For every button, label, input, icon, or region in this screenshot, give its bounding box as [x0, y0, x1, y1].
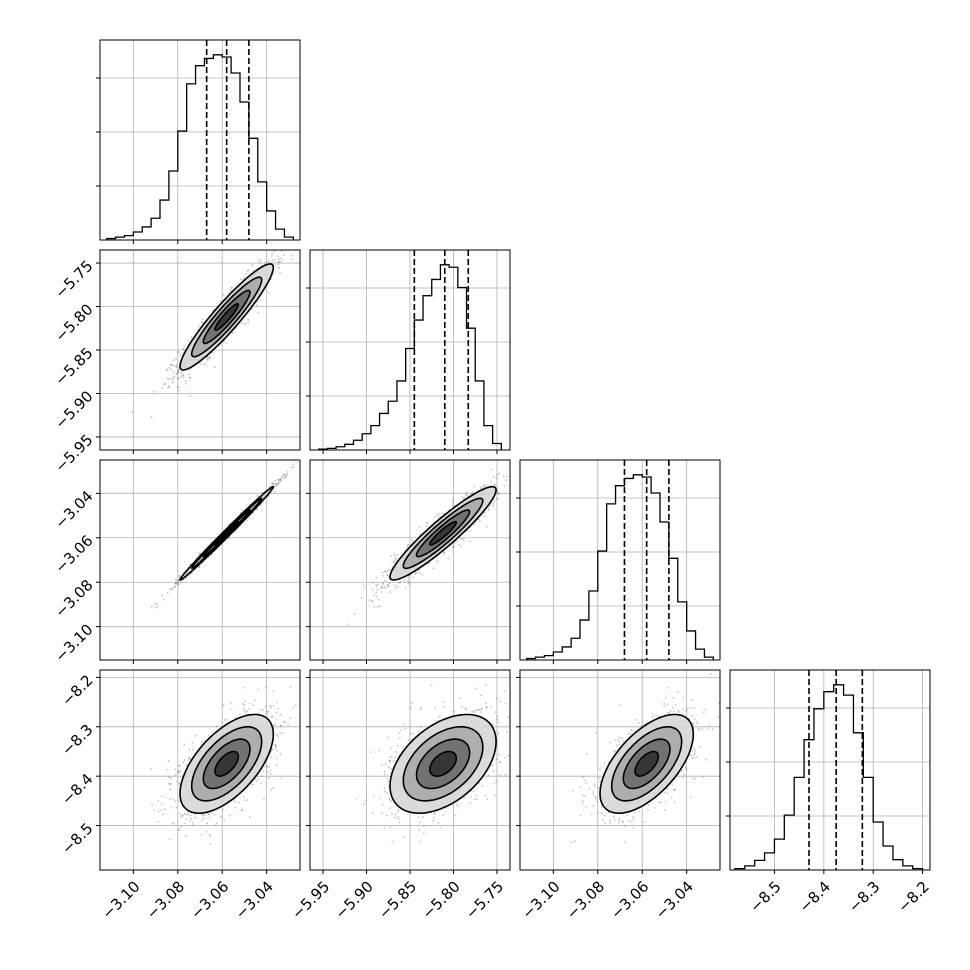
x-tick-label: −3.04 — [652, 878, 697, 923]
y-tick-label: −8.5 — [58, 819, 96, 857]
contour-line — [202, 289, 251, 345]
x-tick-label: −5.90 — [332, 878, 377, 923]
hist-panel — [516, 459, 721, 664]
contour-line — [214, 302, 240, 331]
histogram-step — [734, 684, 924, 870]
y-tick-label: −5.80 — [51, 300, 96, 345]
contour-line — [202, 509, 251, 558]
histogram-step — [106, 54, 294, 240]
contour-line — [634, 750, 660, 777]
x-tick-label: −5.75 — [462, 878, 507, 923]
x-tick-label: −8.2 — [894, 878, 932, 916]
hist-panel — [306, 249, 511, 454]
contour-line — [415, 738, 471, 790]
contour-line — [415, 509, 471, 558]
x-tick-label: −3.08 — [563, 878, 608, 923]
contour-line — [429, 750, 458, 777]
contour-line — [429, 520, 458, 546]
histogram-step — [526, 474, 714, 660]
y-tick-label: −8.4 — [58, 770, 96, 808]
density-fill — [215, 303, 239, 331]
panel-frame — [729, 669, 931, 871]
y-tick-label: −3.10 — [51, 620, 96, 665]
x-tick-label: −3.10 — [98, 878, 143, 923]
y-tick-label: −3.06 — [51, 532, 96, 577]
x-tick-label: −8.5 — [746, 878, 784, 916]
scatter-panel — [306, 459, 511, 664]
y-tick-label: −5.75 — [51, 257, 96, 302]
x-tick-label: −5.80 — [418, 878, 463, 923]
y-tick-label: −3.08 — [51, 576, 96, 621]
scatter-panel — [96, 459, 301, 664]
density-fill — [215, 751, 239, 777]
contour-line — [214, 750, 240, 777]
contour-line — [214, 520, 240, 546]
x-tick-label: −5.85 — [375, 878, 420, 923]
y-tick-label: −5.90 — [51, 387, 96, 432]
panel-frame — [99, 669, 301, 871]
y-tick-label: −5.85 — [51, 344, 96, 389]
contour-line — [389, 485, 497, 581]
y-tick-label: −8.3 — [58, 721, 96, 759]
contour-line — [190, 497, 263, 570]
contour-line — [402, 497, 484, 570]
contour-line — [190, 276, 263, 358]
contour-line — [202, 738, 251, 790]
panel-frame — [519, 459, 721, 661]
histogram-step — [318, 264, 502, 450]
contour-line — [179, 713, 275, 815]
y-tick-label: −3.04 — [51, 487, 96, 532]
panel-frame — [99, 459, 301, 661]
density-fill — [635, 751, 659, 777]
x-tick-label: −5.95 — [288, 878, 333, 923]
contour-line — [402, 726, 484, 802]
contour-line — [622, 738, 671, 790]
x-tick-label: −8.4 — [796, 878, 834, 916]
contour-line — [190, 726, 263, 802]
x-tick-label: −3.10 — [518, 878, 563, 923]
contour-line — [389, 713, 497, 815]
scatter-panel — [516, 669, 721, 874]
panel-frame — [99, 39, 301, 241]
x-tick-label: −3.08 — [143, 878, 188, 923]
y-tick-label: −8.2 — [58, 671, 96, 709]
contour-line — [599, 713, 695, 815]
x-tick-label: −3.06 — [187, 878, 232, 923]
scatter-panel — [96, 249, 301, 454]
scatter-panel — [306, 669, 511, 874]
scatter-panel — [96, 669, 301, 874]
contour-line — [179, 263, 275, 371]
x-tick-label: −3.04 — [232, 878, 277, 923]
contour-line — [610, 726, 683, 802]
contour-line — [179, 485, 275, 581]
density-fill — [429, 521, 457, 545]
y-tick-label: −5.95 — [51, 431, 96, 476]
panel-frame — [519, 669, 721, 871]
x-tick-label: −3.06 — [607, 878, 652, 923]
hist-panel — [96, 39, 301, 244]
hist-panel — [726, 669, 931, 874]
x-tick-label: −8.3 — [845, 878, 883, 916]
